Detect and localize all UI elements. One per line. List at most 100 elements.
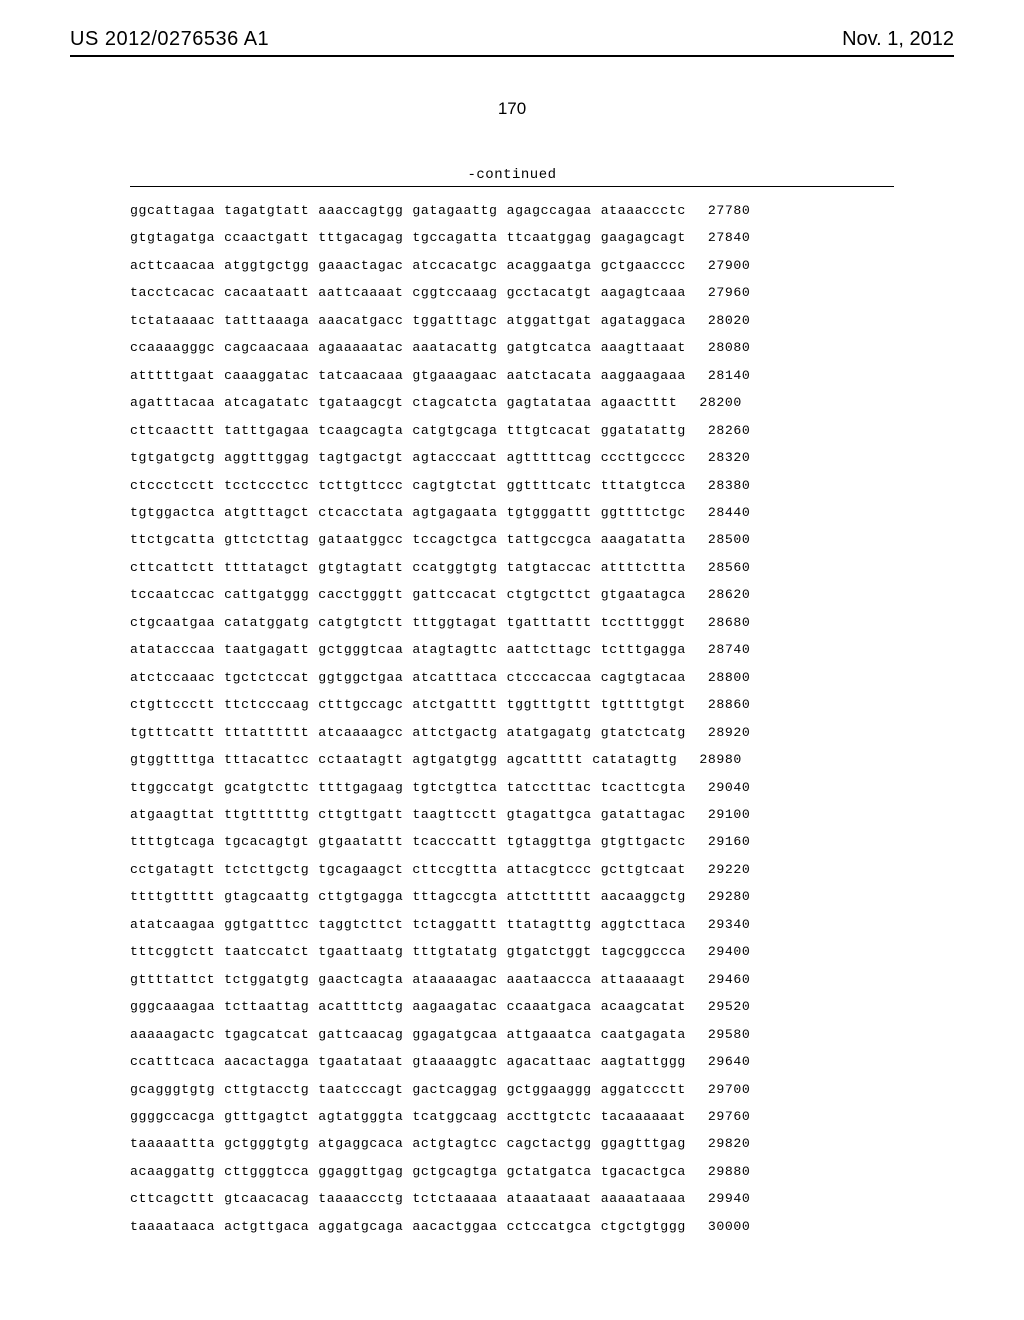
sequence-chunk: caatgagata — [601, 1021, 686, 1048]
sequence-chunk: tttatttttt — [224, 719, 309, 746]
sequence-chunk: tggatttagc — [412, 307, 497, 334]
sequence-chunk: attctttttt — [507, 883, 592, 910]
sequence-chunk: gcttgtcaat — [601, 856, 686, 883]
sequence-chunk: ttttgttttt — [130, 883, 215, 910]
sequence-position: 29340 — [708, 911, 751, 938]
sequence-chunk: taagttcctt — [412, 801, 497, 828]
sequence-chunk: tgcacagtgt — [224, 828, 309, 855]
sequence-chunk: agtgagaata — [412, 499, 497, 526]
sequence-position: 28740 — [708, 636, 751, 663]
sequence-chunk: attacgtccc — [507, 856, 592, 883]
sequence-line: tgtggactcaatgtttagctctcacctataagtgagaata… — [130, 499, 894, 526]
sequence-line: gtggttttgatttacattcccctaatagttagtgatgtgg… — [130, 746, 894, 773]
sequence-chunk: taaaataaca — [130, 1213, 215, 1240]
sequence-chunk: tccagctgca — [412, 526, 497, 553]
sequence-chunk: cctgatagtt — [130, 856, 215, 883]
sequence-chunk: cccttgcccc — [601, 444, 686, 471]
sequence-chunk: ggaggttgag — [318, 1158, 403, 1185]
sequence-chunk: catatggatg — [224, 609, 309, 636]
sequence-chunk: aggatccctt — [601, 1076, 686, 1103]
sequence-position: 28440 — [708, 499, 751, 526]
sequence-position: 28320 — [708, 444, 751, 471]
sequence-chunk: atctgatttt — [412, 691, 497, 718]
sequence-chunk: aagtattggg — [601, 1048, 686, 1075]
sequence-position: 28980 — [699, 746, 742, 773]
sequence-chunk: aacaaggctg — [601, 883, 686, 910]
sequence-chunk: gcatgtcttc — [224, 774, 309, 801]
sequence-chunk: tcaagcagta — [318, 417, 403, 444]
sequence-chunks: ctgcaatgaacatatggatgcatgtgtctttttggtagat… — [130, 609, 686, 636]
sequence-chunk: ttttatagct — [224, 554, 309, 581]
sequence-chunk: tgtttcattt — [130, 719, 215, 746]
sequence-position: 29100 — [708, 801, 751, 828]
sequence-line: gttttattcttctggatgtggaactcagtaataaaaagac… — [130, 966, 894, 993]
sequence-chunk: actgtagtcc — [412, 1130, 497, 1157]
sequence-chunks: ggcattagaatagatgtattaaaccagtgggatagaattg… — [130, 197, 686, 224]
sequence-chunk: accttgtctc — [507, 1103, 592, 1130]
sequence-chunk: tccaatccac — [130, 581, 215, 608]
sequence-position: 27960 — [708, 279, 751, 306]
sequence-chunks: gttttattcttctggatgtggaactcagtaataaaaagac… — [130, 966, 686, 993]
sequence-chunk: aatctacata — [507, 362, 592, 389]
sequence-chunk: cagcaacaaa — [224, 334, 309, 361]
sequence-chunk: tgtgggattt — [507, 499, 592, 526]
sequence-chunks: tgtggactcaatgtttagctctcacctataagtgagaata… — [130, 499, 686, 526]
sequence-chunk: ataaataaat — [507, 1185, 592, 1212]
sequence-chunks: gggcaaagaatcttaattagacattttctgaagaagatac… — [130, 993, 686, 1020]
sequence-chunk: aaatacattg — [412, 334, 497, 361]
sequence-chunk: ggatatattg — [601, 417, 686, 444]
sequence-chunk: atatacccaa — [130, 636, 215, 663]
sequence-line: ccatttcacaaacactaggatgaatataatgtaaaaggtc… — [130, 1048, 894, 1075]
sequence-chunk: atggattgat — [507, 307, 592, 334]
sequence-chunk: gtgaatagca — [601, 581, 686, 608]
sequence-chunk: acattttctg — [318, 993, 403, 1020]
sequence-chunk: gaaactagac — [318, 252, 403, 279]
sequence-chunk: aaaaataaaa — [601, 1185, 686, 1212]
sequence-chunks: gcagggtgtgcttgtacctgtaatcccagtgactcaggag… — [130, 1076, 686, 1103]
sequence-chunk: ttctcccaag — [224, 691, 309, 718]
sequence-chunk: atatgagatg — [507, 719, 592, 746]
sequence-chunk: gctatgatca — [507, 1158, 592, 1185]
sequence-chunks: taaaataacaactgttgacaaggatgcagaaacactggaa… — [130, 1213, 686, 1240]
sequence-chunk: gctgaacccc — [601, 252, 686, 279]
sequence-chunks: gtgtagatgaccaactgatttttgacagagtgccagatta… — [130, 224, 686, 251]
sequence-chunk: gaagagcagt — [601, 224, 686, 251]
sequence-chunk: aaacatgacc — [318, 307, 403, 334]
sequence-line: tgtttcattttttattttttatcaaaagccattctgactg… — [130, 719, 894, 746]
sequence-chunk: ccaaatgaca — [507, 993, 592, 1020]
sequence-position: 27840 — [708, 224, 751, 251]
sequence-chunk: gagtatataa — [507, 389, 592, 416]
sequence-chunk: gtggttttga — [130, 746, 215, 773]
sequence-line: acttcaacaaatggtgctgggaaactagacatccacatgc… — [130, 252, 894, 279]
sequence-line: atatacccaataatgagattgctgggtcaaatagtagttc… — [130, 636, 894, 663]
sequence-chunk: aaataaccca — [507, 966, 592, 993]
sequence-chunk: aggtcttaca — [601, 911, 686, 938]
sequence-chunk: atttttgaat — [130, 362, 215, 389]
sequence-chunk: agaaaaatac — [318, 334, 403, 361]
sequence-chunk: tctcttgctg — [224, 856, 309, 883]
sequence-chunk: atatcaagaa — [130, 911, 215, 938]
sequence-chunk: ggtggctgaa — [318, 664, 403, 691]
sequence-chunk: ctccctcctt — [130, 472, 215, 499]
sequence-chunk: gtgaatattt — [318, 828, 403, 855]
page-header: US 2012/0276536 A1 Nov. 1, 2012 — [0, 0, 1024, 51]
sequence-chunk: ggcattagaa — [130, 197, 215, 224]
sequence-chunk: gctgcagtga — [412, 1158, 497, 1185]
sequence-chunk: catgtgtctt — [318, 609, 403, 636]
sequence-chunk: aggatgcaga — [318, 1213, 403, 1240]
sequence-chunk: tacctcacac — [130, 279, 215, 306]
sequence-chunks: tacctcacaccacaataattaattcaaaatcggtccaaag… — [130, 279, 686, 306]
sequence-position: 29820 — [708, 1130, 751, 1157]
sequence-chunk: aaaccagtgg — [318, 197, 403, 224]
sequence-chunk: acaagcatat — [601, 993, 686, 1020]
page-number: 170 — [0, 99, 1024, 119]
sequence-line: taaaataacaactgttgacaaggatgcagaaacactggaa… — [130, 1213, 894, 1240]
sequence-chunk: gtgttgactc — [601, 828, 686, 855]
sequence-chunk: tgctctccat — [224, 664, 309, 691]
sequence-chunk: gtcaacacag — [224, 1185, 309, 1212]
sequence-chunk: aggtttggag — [224, 444, 309, 471]
sequence-chunk: attttcttta — [601, 554, 686, 581]
sequence-chunks: tttcggtctttaatccatcttgaattaatgtttgtatatg… — [130, 938, 686, 965]
sequence-chunk: ttttgtcaga — [130, 828, 215, 855]
sequence-line: tttcggtctttaatccatcttgaattaatgtttgtatatg… — [130, 938, 894, 965]
